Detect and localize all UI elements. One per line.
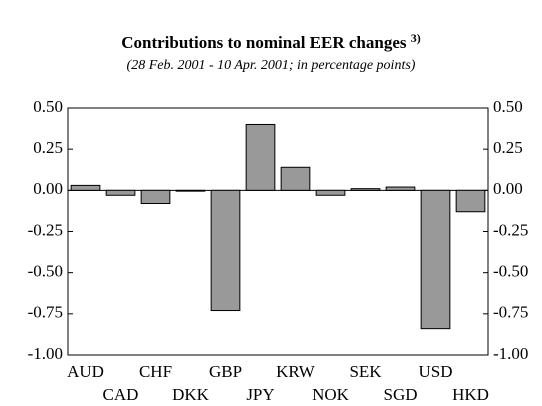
bar: [70, 184, 101, 191]
y2-tick-label: -0.25: [493, 220, 528, 239]
x-tick-label: SEK: [349, 362, 382, 381]
x-tick-label: HKD: [452, 385, 489, 404]
y2-tick-label: -0.50: [493, 262, 528, 281]
x-tick-label: KRW: [276, 362, 316, 381]
chart-title: Contributions to nominal EER changes: [121, 33, 407, 52]
y-tick-label: 0.00: [33, 179, 63, 198]
x-tick-label: USD: [418, 362, 452, 381]
title-note: 3): [411, 31, 421, 45]
x-tick-label: GBP: [209, 362, 242, 381]
x-tick-label: CAD: [103, 385, 139, 404]
y-tick-label: -0.75: [28, 303, 63, 322]
y2-tick-label: 0.00: [493, 179, 523, 198]
bar: [280, 166, 311, 191]
x-tick-label: SGD: [383, 385, 417, 404]
x-tick-label: AUD: [67, 362, 104, 381]
bar: [140, 189, 171, 205]
bar: [420, 189, 451, 330]
x-tick-label: DKK: [172, 385, 210, 404]
bar: [245, 123, 276, 191]
y2-tick-label: 0.25: [493, 138, 523, 157]
bar: [455, 189, 486, 213]
y-tick-label: 0.50: [33, 97, 63, 116]
y-tick-label: -0.50: [28, 262, 63, 281]
y-tick-label: -0.25: [28, 220, 63, 239]
bar: [210, 189, 241, 312]
x-tick-label: NOK: [312, 385, 350, 404]
y2-tick-label: -0.75: [493, 303, 528, 322]
bar: [175, 189, 206, 192]
y-tick-label: 0.25: [33, 138, 63, 157]
y2-tick-label: 0.50: [493, 97, 523, 116]
chart-title-group: Contributions to nominal EER changes 3): [121, 31, 421, 52]
x-tick-label: CHF: [139, 362, 172, 381]
x-tick-label: JPY: [246, 385, 274, 404]
bar: [385, 186, 416, 191]
bar: [315, 189, 346, 196]
bar: [350, 188, 381, 191]
y-tick-label: -1.00: [28, 344, 63, 363]
bar: [105, 189, 136, 196]
chart-subtitle: (28 Feb. 2001 - 10 Apr. 2001; in percent…: [127, 58, 416, 73]
y2-tick-label: -1.00: [493, 344, 528, 363]
